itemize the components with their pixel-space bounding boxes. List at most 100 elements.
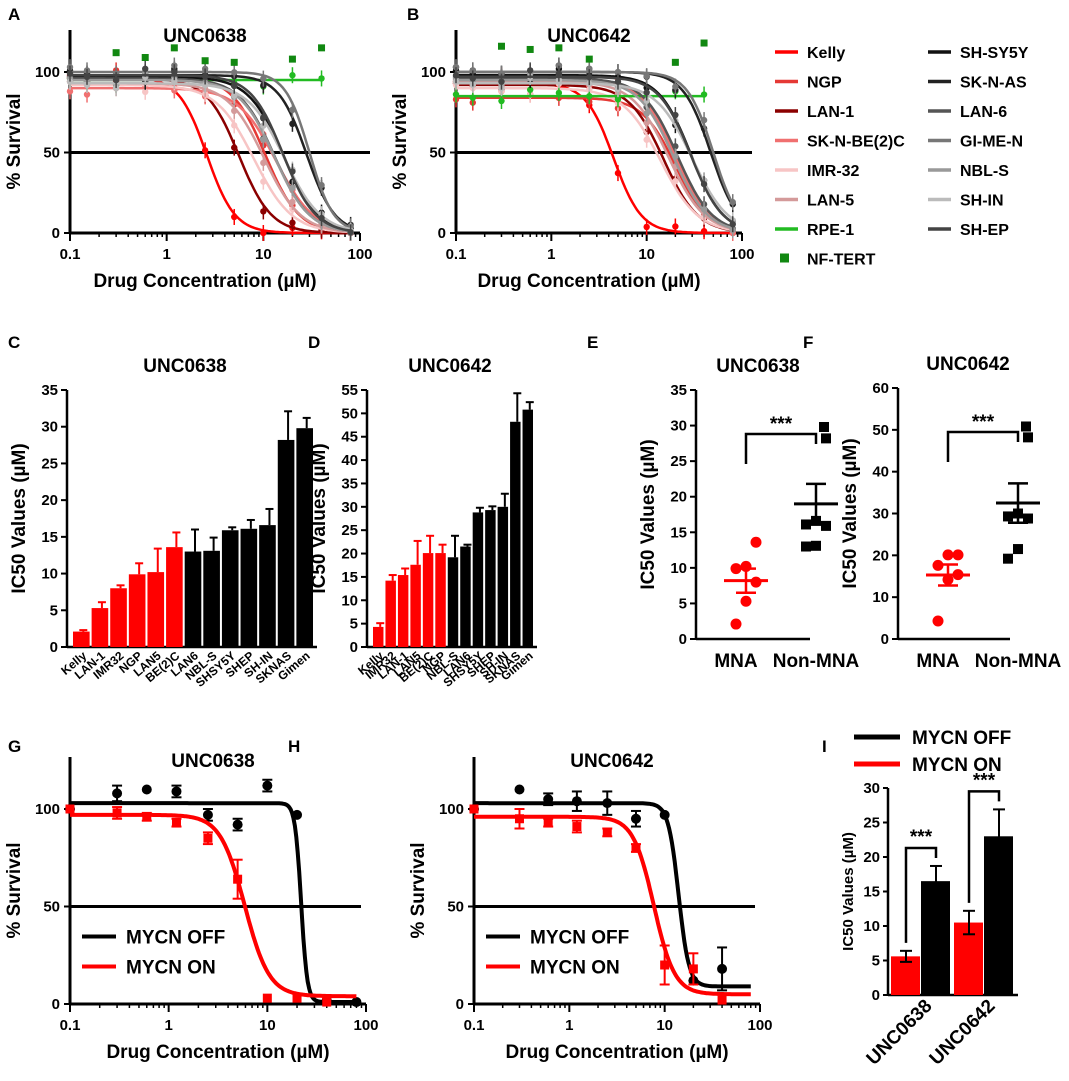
data-point [700, 116, 708, 124]
data-point [260, 122, 267, 129]
panel-g: 0 50 100 0.1 1 10 100 MYCN OFF MYCN ON UNC0638 Dru… [4, 751, 379, 1063]
x-tick-label: MNA [916, 651, 960, 672]
legend-label: LAN-1 [807, 104, 854, 121]
y-axis-label: % Survival [408, 842, 429, 938]
y-tick-label: 100 [35, 64, 60, 81]
legend-label: MYCN ON [126, 958, 216, 979]
x-tick-label: UNC0642 [926, 996, 1000, 1070]
y-tick-label: 5 [679, 595, 687, 612]
panel-title: UNC0642 [570, 751, 653, 772]
legend-label: MYCN ON [530, 958, 620, 979]
data-point [672, 83, 679, 90]
y-tick-label: 50 [429, 145, 446, 162]
series-nf-tert [112, 44, 326, 66]
data-point [233, 874, 243, 884]
data-point [819, 421, 829, 432]
data-point [672, 153, 679, 160]
data-point [659, 809, 670, 820]
y-tick-label: 0 [50, 639, 58, 656]
y-axis-label: IC50 Values (µM) [840, 832, 857, 951]
data-point [231, 144, 238, 151]
data-point [526, 86, 534, 93]
significance-bracket [967, 790, 1001, 903]
data-point [232, 819, 243, 830]
data-point [643, 72, 650, 80]
bar-SHEP [485, 510, 496, 647]
nf-tert-point [671, 58, 679, 66]
panel-a: 0 50 100 0.1 1 10 100 UNC0638 Drug Concentration… [4, 26, 373, 292]
data-point [932, 615, 944, 627]
x-axis-label: Drug Concentration (µM) [93, 271, 316, 292]
data-point [543, 818, 553, 828]
y-tick-label: 0 [872, 987, 880, 1004]
data-point [452, 72, 460, 79]
data-point [289, 72, 296, 79]
data-point [171, 87, 178, 94]
data-point [630, 813, 641, 824]
data-point [586, 73, 593, 81]
significance-stars: *** [770, 414, 793, 435]
y-tick-label: 10 [863, 918, 880, 935]
data-point [171, 68, 178, 76]
data-point [292, 993, 302, 1003]
data-point [141, 784, 152, 795]
data-point [700, 206, 708, 213]
legend-label: NGP [807, 75, 842, 92]
y-tick-label: 0 [52, 225, 60, 242]
legend-label: LAN-5 [807, 193, 854, 210]
data-point [66, 70, 74, 77]
data-point [1003, 553, 1013, 564]
data-point [717, 963, 728, 974]
data-point [66, 88, 74, 95]
x-tick-label: 1 [547, 246, 555, 263]
legend-label: LAN-6 [960, 104, 1007, 121]
data-point [514, 814, 524, 824]
data-point [318, 214, 325, 222]
nf-tert-point [230, 58, 238, 66]
y-tick-label: 5 [350, 616, 358, 633]
data-point [1023, 432, 1033, 443]
data-point [83, 91, 91, 98]
data-point [643, 89, 650, 96]
data-point [1003, 511, 1013, 522]
bar-NGP [128, 574, 146, 647]
data-point [231, 69, 238, 76]
data-point [112, 76, 120, 84]
data-point [643, 223, 650, 231]
data-point [171, 818, 181, 828]
nf-tert-point [112, 49, 120, 57]
data-point [289, 198, 296, 206]
data-point [260, 159, 267, 167]
panel-label-H: H [288, 737, 300, 756]
nf-tert-point [526, 45, 534, 53]
legend-label: NBL-S [960, 163, 1009, 180]
data-point [112, 788, 123, 799]
x-tick-label: 0.1 [446, 246, 467, 263]
data-point [201, 73, 209, 80]
data-point [260, 208, 267, 215]
y-tick-label: 30 [41, 419, 58, 436]
x-tick-label: 1 [164, 1017, 172, 1034]
y-tick-label: 45 [341, 429, 358, 446]
data-point [811, 540, 821, 551]
bar-LAN5 [410, 564, 421, 647]
data-point [322, 997, 332, 1007]
data-point [292, 809, 303, 820]
data-point [112, 84, 120, 92]
x-tick-label: MNA [714, 651, 758, 672]
fit-curve [70, 801, 357, 1004]
y-tick-label: 5 [50, 602, 58, 619]
x-tick-label: 10 [259, 1017, 276, 1034]
panel-title: UNC0642 [408, 356, 491, 377]
data-point [643, 136, 650, 143]
data-point [260, 75, 267, 82]
x-tick-label: 0.1 [464, 1017, 485, 1034]
nf-tert-point [318, 44, 326, 52]
data-point [231, 107, 238, 115]
y-tick-label: 10 [341, 592, 358, 609]
data-point [318, 75, 325, 82]
bar-Gimen [522, 409, 533, 647]
data-point [289, 168, 296, 175]
bar-BE(2)C [422, 553, 434, 647]
data-point [688, 964, 698, 974]
